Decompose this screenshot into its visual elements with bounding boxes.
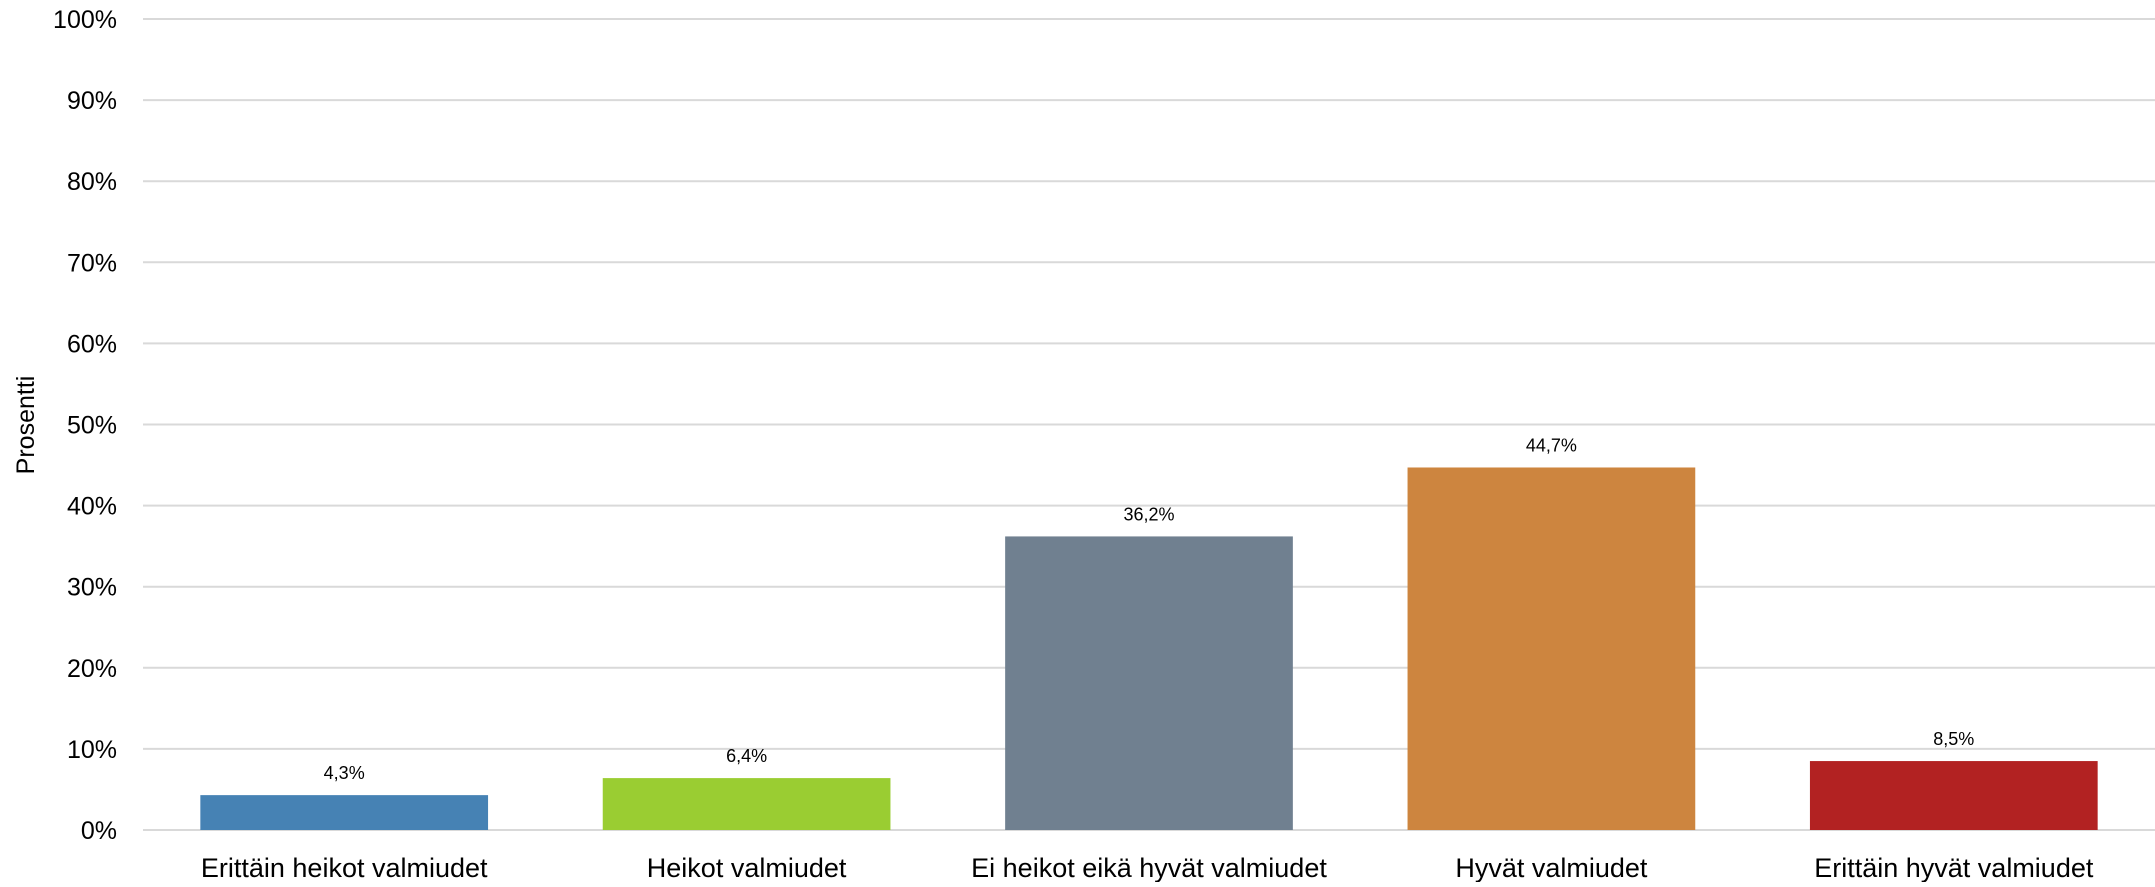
- y-tick-label: 20%: [67, 655, 117, 683]
- bar: [1809, 761, 2098, 830]
- y-axis-label: Prosentti: [12, 376, 40, 475]
- bar: [1005, 536, 1293, 830]
- data-labels: 4,3% 6,4% 36,2% 44,7% 8,5%: [324, 435, 1975, 783]
- bar: [602, 778, 891, 830]
- y-tick-label: 50%: [67, 412, 117, 440]
- y-tick-label: 10%: [67, 736, 117, 764]
- data-label: 6,4%: [726, 746, 767, 766]
- y-tick-label: 0%: [81, 817, 117, 845]
- bars: [200, 467, 2098, 830]
- x-tick-label: Heikot valmiudet: [647, 853, 847, 882]
- x-tick-label: Erittäin heikot valmiudet: [201, 853, 488, 882]
- data-label: 4,3%: [324, 763, 365, 783]
- bar: [200, 795, 489, 830]
- data-label: 8,5%: [1933, 729, 1974, 749]
- y-tick-label: 40%: [67, 493, 117, 521]
- x-tick-label: Ei heikot eikä hyvät valmiudet: [971, 853, 1327, 882]
- y-tick-label: 70%: [67, 249, 117, 277]
- y-axis-ticks: 0% 10% 20% 30% 40% 50% 60% 70% 80% 90% 100%: [53, 6, 117, 845]
- bar: [1407, 467, 1696, 830]
- y-tick-label: 60%: [67, 330, 117, 358]
- data-label: 36,2%: [1123, 504, 1174, 524]
- x-axis-ticks: Erittäin heikot valmiudet Heikot valmiude…: [201, 853, 2094, 883]
- y-tick-label: 80%: [67, 168, 117, 196]
- x-tick-label: Erittäin hyvät valmiudet: [1814, 853, 2094, 882]
- gridlines: [143, 18, 2155, 831]
- y-tick-label: 90%: [67, 87, 117, 115]
- y-tick-label: 100%: [53, 6, 117, 34]
- x-tick-label: Hyvät valmiudet: [1455, 853, 1648, 882]
- y-tick-label: 30%: [67, 574, 117, 602]
- data-label: 44,7%: [1526, 435, 1577, 455]
